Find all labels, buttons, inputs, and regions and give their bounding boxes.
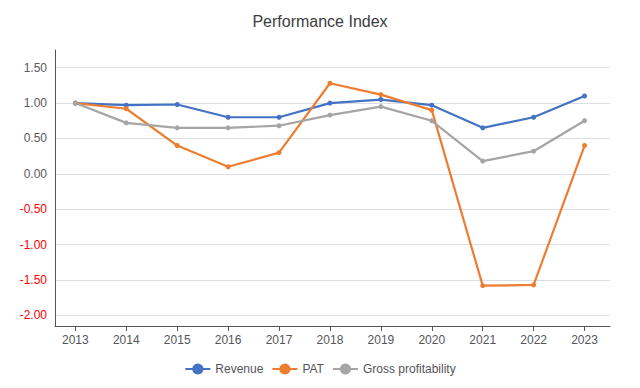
svg-text:-1.50: -1.50 [20,273,48,287]
svg-text:0.50: 0.50 [24,131,48,145]
svg-text:2021: 2021 [469,333,496,347]
svg-text:2016: 2016 [215,333,242,347]
svg-text:2014: 2014 [113,333,140,347]
svg-text:1.00: 1.00 [24,96,48,110]
svg-text:-1.00: -1.00 [20,238,48,252]
svg-text:0.00: 0.00 [24,167,48,181]
svg-text:2019: 2019 [368,333,395,347]
svg-text:1.50: 1.50 [24,61,48,75]
svg-text:-0.50: -0.50 [20,202,48,216]
svg-text:2017: 2017 [266,333,293,347]
svg-text:2015: 2015 [164,333,191,347]
svg-text:2023: 2023 [571,333,598,347]
svg-text:Revenue: Revenue [215,362,263,376]
svg-text:2018: 2018 [317,333,344,347]
svg-text:2022: 2022 [520,333,547,347]
svg-text:2013: 2013 [62,333,89,347]
svg-text:2020: 2020 [418,333,445,347]
svg-text:Gross profitability: Gross profitability [363,362,456,376]
svg-text:-2.00: -2.00 [20,308,48,322]
svg-text:PAT: PAT [302,362,324,376]
svg-text:Performance Index: Performance Index [252,13,387,30]
